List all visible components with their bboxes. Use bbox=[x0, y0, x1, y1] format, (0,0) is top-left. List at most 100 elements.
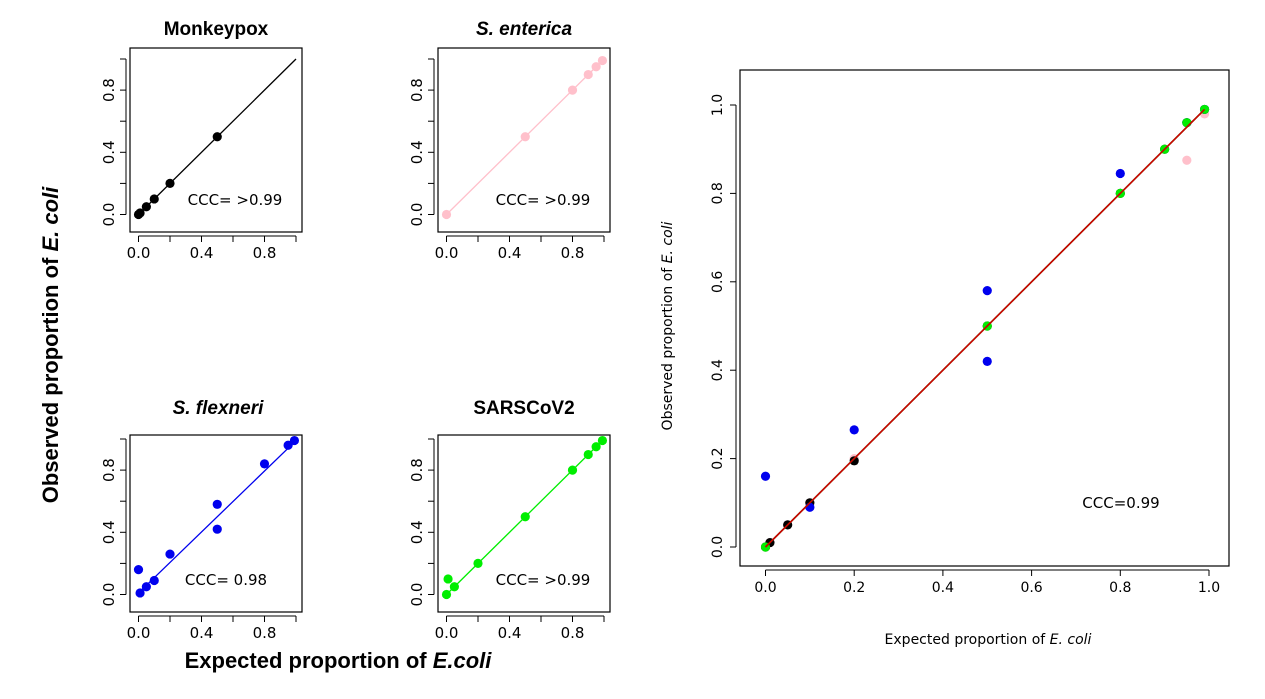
shared-x-axis-label: Expected proportion of E.coli bbox=[185, 648, 493, 673]
y-tick-label: 0.0 bbox=[710, 536, 726, 558]
x-tick-label: 0.0 bbox=[435, 624, 459, 642]
data-point bbox=[982, 356, 992, 366]
data-layer bbox=[133, 435, 300, 598]
plot-frame bbox=[129, 47, 303, 233]
y-tick-label: 1.0 bbox=[710, 94, 726, 116]
x-tick-label: 0.8 bbox=[253, 244, 277, 262]
data-point bbox=[149, 194, 159, 204]
ccc-annotation: CCC= 0.98 bbox=[185, 571, 267, 589]
y-tick-label: 0.4 bbox=[408, 140, 426, 164]
data-point bbox=[443, 574, 453, 584]
y-tick-label: 0.0 bbox=[408, 203, 426, 227]
data-point bbox=[289, 435, 300, 446]
data-point bbox=[135, 588, 145, 598]
plot-frame bbox=[739, 69, 1230, 567]
y-tick-label: 0.8 bbox=[408, 78, 426, 102]
data-point bbox=[982, 286, 992, 296]
y-tick-label: 0.8 bbox=[408, 458, 426, 482]
shared-y-axis-label: Observed proportion of E. coli bbox=[38, 186, 63, 503]
x-tick-label: 0.4 bbox=[190, 624, 214, 642]
data-point bbox=[567, 85, 578, 95]
data-point bbox=[212, 499, 222, 509]
data-point bbox=[149, 575, 159, 586]
x-tick-label: 0.4 bbox=[498, 624, 522, 642]
data-point bbox=[441, 209, 452, 220]
fit-line bbox=[138, 440, 297, 594]
x-tick-label: 0.8 bbox=[561, 244, 585, 262]
data-point bbox=[283, 440, 293, 450]
ccc-annotation: CCC= >0.99 bbox=[188, 191, 283, 209]
y-tick-label: 0.0 bbox=[100, 583, 118, 607]
panel-title: S. flexneri bbox=[173, 398, 265, 419]
data-point bbox=[165, 549, 175, 559]
plot-frame bbox=[129, 434, 303, 613]
x-tick-label: 0.6 bbox=[1020, 580, 1042, 596]
y-tick-label: 0.0 bbox=[100, 203, 118, 227]
data-point bbox=[597, 435, 608, 446]
chart-panel-monkeypox: 0.0 0.4 0.8 0.0 0.4 0.8 Monkeypox CCC= >0.99 bbox=[100, 19, 303, 262]
x-tick-label: 0.0 bbox=[127, 244, 151, 262]
y-tick-label: 0.4 bbox=[100, 140, 118, 164]
chart-panel-combined: 0.0 0.2 0.4 0.6 0.8 1.0 0.0 0.2 0.4 0.6 0.8 1.0 CCC=… bbox=[710, 69, 1230, 596]
data-point bbox=[591, 442, 601, 452]
data-point bbox=[567, 465, 578, 475]
data-point bbox=[520, 132, 530, 142]
combined-y-axis-label: Observed proportion of E. coli bbox=[660, 221, 676, 430]
ccc-annotation: CCC=0.99 bbox=[1082, 494, 1159, 512]
data-point bbox=[1115, 168, 1125, 179]
y-tick-label: 0.8 bbox=[100, 78, 118, 102]
data-point bbox=[141, 582, 151, 592]
data-point bbox=[1182, 155, 1192, 165]
y-tick-label: 0.0 bbox=[408, 583, 426, 607]
plot-frame bbox=[437, 434, 611, 613]
x-tick-label: 0.2 bbox=[843, 580, 865, 596]
data-layer bbox=[760, 104, 1210, 552]
y-tick-label: 0.8 bbox=[710, 182, 726, 204]
data-point bbox=[591, 62, 601, 72]
x-tick-label: 1.0 bbox=[1198, 580, 1220, 596]
data-point bbox=[449, 582, 459, 592]
panel-title: SARSCoV2 bbox=[473, 398, 574, 419]
ccc-annotation: CCC= >0.99 bbox=[496, 571, 591, 589]
y-tick-label: 0.4 bbox=[710, 359, 726, 381]
x-tick-label: 0.8 bbox=[253, 624, 277, 642]
data-point bbox=[135, 208, 145, 218]
data-point bbox=[212, 524, 222, 534]
data-point bbox=[849, 456, 859, 466]
data-point bbox=[133, 565, 144, 575]
data-point bbox=[441, 589, 452, 600]
y-tick-label: 0.6 bbox=[710, 271, 726, 293]
x-tick-label: 0.0 bbox=[754, 580, 776, 596]
data-point bbox=[805, 502, 815, 512]
x-tick-label: 0.8 bbox=[561, 624, 585, 642]
data-point bbox=[212, 132, 222, 142]
chart-panel-s_flexneri: 0.0 0.4 0.8 0.0 0.4 0.8 S. flexneri CCC= 0.98 bbox=[100, 398, 303, 642]
chart-panel-s_enterica: 0.0 0.4 0.8 0.0 0.4 0.8 S. enterica CCC= >0.99 bbox=[408, 19, 611, 262]
data-layer bbox=[133, 58, 297, 220]
y-tick-label: 0.8 bbox=[100, 458, 118, 482]
y-tick-label: 0.4 bbox=[408, 520, 426, 544]
ccc-annotation: CCC= >0.99 bbox=[496, 191, 591, 209]
x-tick-label: 0.4 bbox=[190, 244, 214, 262]
data-point bbox=[597, 55, 608, 66]
x-tick-label: 0.4 bbox=[932, 580, 954, 596]
data-point bbox=[473, 558, 483, 569]
panel-title: Monkeypox bbox=[164, 19, 269, 40]
data-point bbox=[1182, 118, 1192, 128]
y-tick-label: 0.2 bbox=[710, 447, 726, 469]
x-tick-label: 0.8 bbox=[1109, 580, 1131, 596]
combined-x-axis-label: Expected proportion of E. coli bbox=[885, 632, 1092, 648]
y-tick-label: 0.4 bbox=[100, 520, 118, 544]
fit-line bbox=[764, 108, 1206, 548]
x-tick-label: 0.0 bbox=[127, 624, 151, 642]
data-point bbox=[849, 425, 859, 435]
x-tick-label: 0.4 bbox=[498, 244, 522, 262]
data-layer bbox=[441, 435, 608, 600]
data-point bbox=[259, 459, 270, 469]
chart-panel-sarscov2: 0.0 0.4 0.8 0.0 0.4 0.8 SARSCoV2 CCC= >0.99 bbox=[408, 398, 611, 642]
data-point bbox=[583, 69, 593, 80]
data-point bbox=[141, 202, 151, 212]
data-layer bbox=[441, 55, 608, 220]
